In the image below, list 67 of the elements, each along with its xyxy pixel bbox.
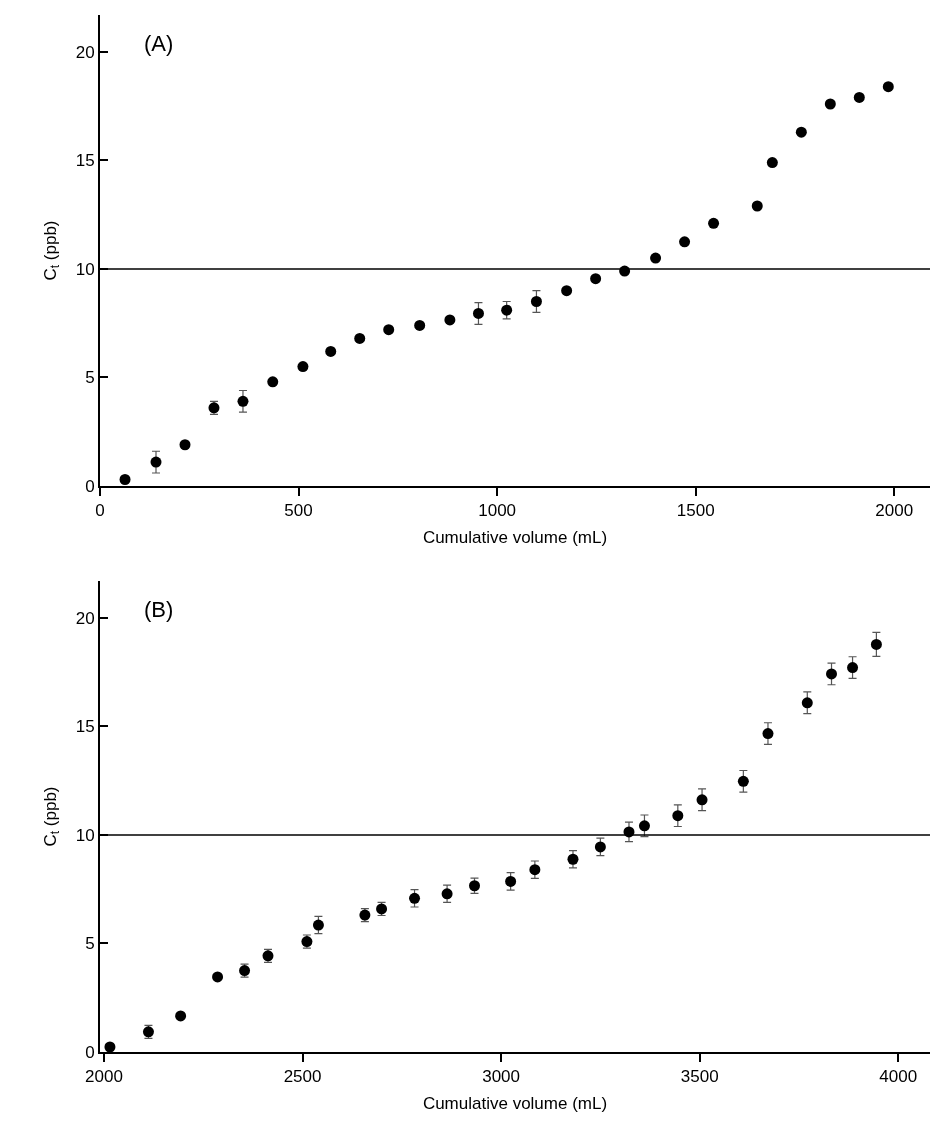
point: [237, 395, 249, 407]
point: [444, 314, 456, 326]
y-tick-label: 0: [85, 476, 95, 496]
y-tick-label: 10: [75, 259, 95, 279]
x-tick-label: 500: [284, 501, 313, 521]
y-tick-label: 10: [75, 825, 95, 845]
point: [766, 157, 778, 169]
point: [409, 892, 421, 904]
point: [882, 81, 894, 93]
point: [737, 775, 749, 787]
point: [561, 285, 573, 297]
point: [501, 304, 513, 316]
point: [119, 473, 131, 485]
point: [267, 376, 279, 388]
point: [801, 697, 813, 709]
point: [826, 668, 838, 680]
annotation: (B): [144, 597, 174, 622]
x-tick-label: 1000: [478, 501, 517, 521]
x-tick-label: 3500: [680, 1067, 719, 1087]
point: [297, 361, 309, 373]
point: [150, 456, 162, 468]
x-axis-title: Cumulative volume (mL): [422, 528, 608, 548]
x-tick-label: 3000: [482, 1067, 521, 1087]
point: [708, 217, 720, 229]
point: [594, 841, 606, 853]
x-tick-label: 2500: [283, 1067, 322, 1087]
point: [696, 794, 708, 806]
point: [212, 971, 224, 983]
point: [179, 439, 191, 451]
point: [870, 638, 882, 650]
y-tick-label: 15: [75, 717, 95, 737]
point: [383, 324, 395, 336]
point: [638, 820, 650, 832]
point: [312, 919, 324, 931]
x-axis-title: Cumulative volume (mL): [422, 1094, 608, 1114]
point: [414, 319, 426, 331]
point: [175, 1010, 187, 1022]
y-tick-label: 5: [85, 934, 95, 954]
x-tick-label: 2000: [875, 501, 914, 521]
point: [505, 875, 517, 887]
point: [853, 91, 865, 103]
point: [441, 888, 453, 900]
y-tick-label: 15: [75, 151, 95, 171]
point: [567, 853, 579, 865]
point: [679, 236, 691, 248]
point: [472, 307, 484, 319]
point: [847, 662, 859, 674]
point: [354, 332, 366, 344]
point: [530, 296, 542, 308]
point: [590, 273, 602, 285]
point: [104, 1041, 116, 1053]
point: [751, 200, 763, 212]
y-tick-label: 0: [85, 1042, 95, 1062]
point: [762, 728, 774, 740]
x-tick-label: 4000: [879, 1067, 918, 1087]
y-tick-label: 20: [75, 608, 95, 628]
point: [824, 98, 836, 110]
point: [672, 810, 684, 822]
point: [795, 126, 807, 138]
x-tick-label: 1500: [676, 501, 715, 521]
point: [325, 345, 337, 357]
annotation: (A): [144, 31, 174, 56]
point: [529, 864, 541, 876]
y-tick-label: 20: [75, 42, 95, 62]
y-tick-label: 5: [85, 368, 95, 388]
x-tick-label: 2000: [85, 1067, 123, 1087]
point: [650, 252, 662, 264]
